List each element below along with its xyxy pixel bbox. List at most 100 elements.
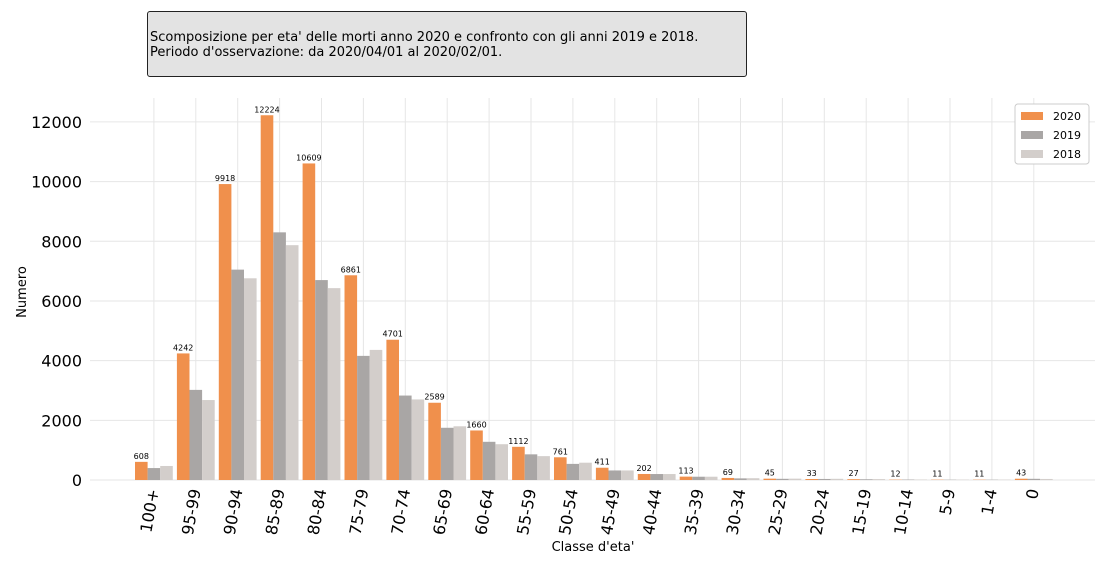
data-label: 6861	[341, 265, 361, 274]
x-tick-label: 1-4	[978, 487, 1001, 516]
data-label: 608	[134, 452, 149, 461]
info-box: Scomposizione per eta' delle morti anno …	[147, 11, 747, 77]
bar-2020-95-99	[176, 353, 190, 480]
x-tick-label: 25-29	[765, 487, 792, 536]
bar-2019-0	[1027, 478, 1041, 480]
bar-2020-15-19	[847, 479, 860, 480]
info-line-1: Scomposizione per eta' delle morti anno …	[150, 30, 699, 45]
bar-2019-60-64	[482, 441, 496, 480]
bar-2020-55-59	[512, 446, 525, 480]
bar-2018-0	[1040, 478, 1053, 480]
bar-2020-20-24	[805, 479, 818, 480]
x-tick-label: 10-14	[890, 487, 917, 536]
data-label: 12224	[254, 105, 279, 114]
bar-2019-90-94	[231, 269, 244, 480]
data-label: 2589	[424, 393, 444, 402]
data-label: 4701	[383, 330, 403, 339]
bar-2020-0	[1014, 478, 1028, 480]
bar-2019-45-49	[608, 470, 622, 480]
x-tick-label: 40-44	[639, 487, 666, 536]
legend-label-2019: 2019	[1053, 129, 1081, 142]
bar-2020-50-54	[554, 457, 567, 480]
bar-2019-100+	[147, 468, 161, 480]
bar-2018-65-69	[453, 426, 467, 480]
y-tick-label: 2000	[41, 411, 82, 430]
bar-2019-25-29	[776, 478, 789, 480]
x-axis: 100+ 95-99 90-94 85-89 80-84 75-79 70-74 65-69 6…	[136, 487, 1042, 536]
bar-2020-65-69	[428, 402, 441, 480]
x-tick-label: 50-54	[555, 487, 582, 536]
data-label: 45	[765, 469, 775, 478]
y-axis-title: Numero	[15, 266, 30, 318]
bar-2020-35-39	[679, 476, 693, 480]
bar-2020-85-89	[260, 115, 274, 480]
bar-2019-95-99	[189, 389, 203, 480]
bar-2020-60-64	[470, 430, 483, 480]
bar-2018-85-89	[285, 245, 299, 480]
bar-2020-25-29	[763, 478, 777, 480]
bar-2019-65-69	[440, 427, 454, 480]
data-label: 43	[1016, 469, 1026, 478]
data-label: 69	[723, 468, 733, 477]
y-tick-label: 8000	[41, 232, 82, 251]
bar-2018-90-94	[244, 278, 257, 480]
y-tick-label: 12000	[31, 113, 82, 132]
y-tick-label: 6000	[41, 292, 82, 311]
bar-2018-70-74	[411, 399, 425, 480]
x-tick-label: 70-74	[387, 487, 414, 536]
legend: 2020 2019 2018	[1014, 103, 1090, 165]
data-label: 27	[849, 469, 859, 478]
y-tick-label: 0	[72, 471, 82, 490]
x-tick-label: 85-89	[262, 487, 289, 536]
bar-2019-80-84	[315, 280, 328, 480]
bar-2018-45-49	[621, 470, 634, 480]
y-axis: 0 2000 4000 6000 8000 10000 12000	[31, 113, 82, 490]
legend-label-2018: 2018	[1053, 148, 1081, 161]
bar-2018-20-24	[830, 478, 844, 480]
x-tick-label: 45-49	[597, 487, 624, 536]
x-tick-label: 100+	[136, 487, 162, 534]
bar-2018-40-44	[663, 474, 676, 480]
x-tick-label: 90-94	[220, 487, 247, 536]
bar-2018-95-99	[202, 400, 215, 480]
x-tick-label: 0	[1022, 487, 1042, 500]
bar-2018-55-59	[537, 456, 550, 480]
x-tick-label: 15-19	[848, 487, 875, 536]
data-label: 4242	[173, 343, 193, 352]
legend-swatch-2019	[1021, 131, 1043, 139]
data-label: 12	[890, 470, 900, 479]
x-tick-label: 80-84	[304, 487, 331, 536]
bar-2019-30-34	[734, 478, 747, 480]
bar-2020-90-94	[218, 184, 232, 480]
x-tick-label: 5-9	[936, 487, 959, 516]
bar-2020-75-79	[344, 275, 358, 480]
x-tick-label: 30-34	[723, 487, 750, 536]
y-tick-label: 10000	[31, 173, 82, 192]
x-tick-label: 55-59	[513, 487, 540, 536]
bar-2020-70-74	[386, 339, 399, 480]
bar-2020-40-44	[637, 473, 651, 480]
bar-2020-30-34	[721, 477, 735, 480]
bar-2019-85-89	[273, 232, 286, 480]
bar-2019-15-19	[859, 479, 873, 480]
bar-2018-30-34	[746, 478, 760, 480]
bar-2018-100+	[160, 465, 173, 480]
info-line-2: Periodo d'osservazione: da 2020/04/01 al…	[150, 45, 503, 60]
data-label: 1112	[508, 437, 528, 446]
data-label: 1660	[466, 420, 486, 429]
bar-2018-50-54	[579, 462, 592, 480]
x-tick-label: 35-39	[681, 487, 708, 536]
data-label: 202	[636, 464, 651, 473]
x-tick-label: 95-99	[178, 487, 205, 536]
data-label: 11	[974, 470, 984, 479]
bar-2018-25-29	[788, 478, 802, 480]
bar-2020-100+	[135, 461, 148, 480]
bar-2018-60-64	[495, 444, 508, 480]
x-tick-label: 60-64	[471, 487, 498, 536]
bar-2018-80-84	[327, 288, 341, 480]
bar-2018-35-39	[704, 476, 718, 480]
bar-2019-50-54	[566, 463, 580, 480]
bar-2019-35-39	[692, 476, 705, 480]
data-label: 33	[807, 469, 817, 478]
